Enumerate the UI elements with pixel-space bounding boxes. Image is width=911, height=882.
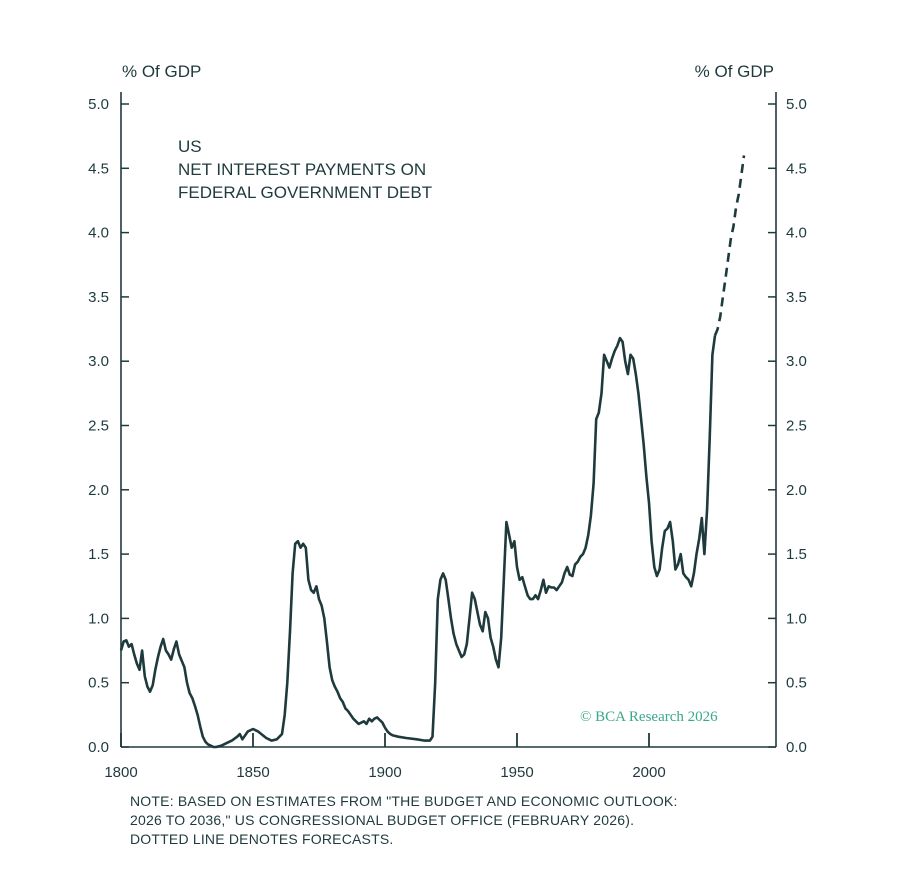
- y-tick-label-left: 0.0: [88, 739, 109, 756]
- y-tick-label-left: 1.5: [88, 546, 109, 563]
- note-line: 2026 TO 2036," US CONGRESSIONAL BUDGET O…: [130, 812, 635, 828]
- y-tick-label-right: 1.5: [786, 546, 807, 563]
- y-tick-label-right: 4.5: [786, 160, 807, 177]
- chart-title: US NET INTEREST PAYMENTS ON FEDERAL GOVE…: [178, 135, 432, 204]
- y-tick-label-left: 4.5: [88, 160, 109, 177]
- x-tick-label: 1850: [236, 764, 269, 781]
- y-tick-label-left: 0.5: [88, 675, 109, 692]
- y-tick-label-left: 2.0: [88, 482, 109, 499]
- x-tick-label: 1900: [368, 764, 401, 781]
- left-axis-unit: % Of GDP: [122, 62, 202, 81]
- title-line: US: [178, 137, 202, 156]
- note-line: NOTE: BASED ON ESTIMATES FROM "THE BUDGE…: [130, 793, 678, 809]
- note-line: DOTTED LINE DENOTES FORECASTS.: [130, 831, 394, 847]
- x-ticks: 1800 1850 1900 1950 2000: [104, 733, 666, 781]
- axes: [120, 92, 777, 748]
- y-tick-label-right: 0.0: [786, 739, 807, 756]
- series: [119, 155, 746, 749]
- y-tick-label-right: 0.5: [786, 675, 807, 692]
- y-tick-label-right: 2.5: [786, 418, 807, 435]
- footnote: NOTE: BASED ON ESTIMATES FROM "THE BUDGE…: [130, 792, 678, 849]
- y-tick-label-right: 4.0: [786, 225, 807, 242]
- y-tick-label-left: 1.0: [88, 610, 109, 627]
- x-tick-label: 1950: [500, 764, 533, 781]
- y-tick-label-left: 3.5: [88, 289, 109, 306]
- title-line: NET INTEREST PAYMENTS ON: [178, 160, 427, 179]
- x-tick-label: 2000: [632, 764, 665, 781]
- history-line: [119, 335, 717, 749]
- y-tick-label-left: 2.5: [88, 418, 109, 435]
- y-tick-label-right: 3.0: [786, 353, 807, 370]
- y-tick-label-left: 5.0: [88, 96, 109, 113]
- y-tick-label-right: 3.5: [786, 289, 807, 306]
- y-tick-label-left: 4.0: [88, 225, 109, 242]
- y-tick-label-right: 1.0: [786, 610, 807, 627]
- y-tick-label-left: 3.0: [88, 353, 109, 370]
- x-tick-label: 1800: [104, 764, 137, 781]
- y-tick-label-right: 2.0: [786, 482, 807, 499]
- forecast-line: [713, 155, 746, 336]
- right-axis-unit: % Of GDP: [694, 62, 774, 81]
- y-tick-label-right: 5.0: [786, 96, 807, 113]
- copyright-label: © BCA Research 2026: [580, 709, 718, 725]
- title-line: FEDERAL GOVERNMENT DEBT: [178, 183, 433, 202]
- y-ticks: 0.0 0.0 0.5 0.5 1.0 1.0 1.5 1.5 2.0 2.0 2.5 2.5 3.0 3…: [88, 96, 807, 756]
